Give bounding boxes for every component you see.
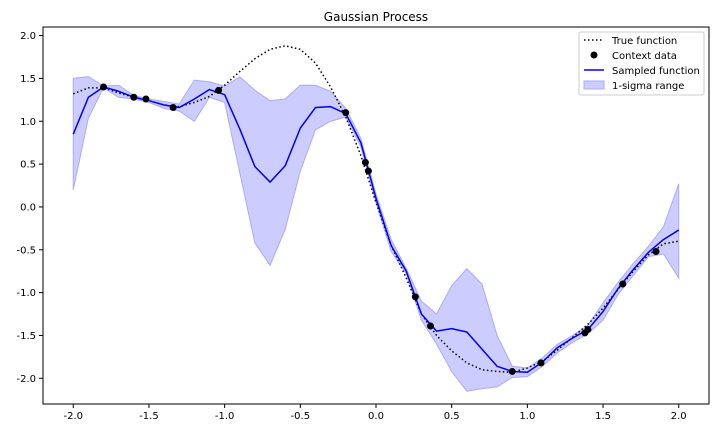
context-data-point <box>169 104 177 112</box>
context-data-point <box>411 293 419 301</box>
context-data-point <box>142 95 150 103</box>
legend-true-function-label: True function <box>611 36 677 47</box>
y-axis: 2.0 1.5 1.0 0.5 0.0 -0.5 -1.0 -1.5 -2.0 <box>16 31 43 385</box>
y-tick-label: -1.0 <box>16 288 36 299</box>
legend: True function Context data Sampled funct… <box>578 31 705 96</box>
context-data-point <box>508 367 516 375</box>
plot-area <box>72 45 680 392</box>
legend-sigma-range-swatch <box>583 80 605 90</box>
y-tick-label: 2.0 <box>20 31 36 42</box>
context-data-point <box>426 322 434 330</box>
x-tick-label: -0.5 <box>291 411 311 422</box>
x-axis: -2.0 -1.5 -1.0 -0.5 0.0 0.5 1.0 1.5 2.0 <box>64 404 687 422</box>
y-tick-label: 0.5 <box>20 160 36 171</box>
context-data-point <box>130 93 138 101</box>
x-tick-label: 2.0 <box>671 411 687 422</box>
legend-sigma-range-label: 1-sigma range <box>612 81 684 92</box>
legend-sampled-function-label: Sampled function <box>612 66 700 77</box>
x-tick-label: 0.5 <box>444 411 460 422</box>
x-tick-label: 1.5 <box>595 411 611 422</box>
x-tick-label: -1.0 <box>215 411 235 422</box>
y-tick-label: -2.0 <box>16 374 36 385</box>
sigma-range-band <box>72 76 680 392</box>
legend-box <box>578 31 705 96</box>
y-tick-label: -0.5 <box>16 245 36 256</box>
x-tick-label: 0.0 <box>368 411 384 422</box>
x-tick-label: -2.0 <box>64 411 84 422</box>
context-data-point <box>652 247 660 255</box>
context-data-point <box>342 109 350 117</box>
legend-context-data-swatch <box>590 51 598 59</box>
context-data-point <box>364 167 372 175</box>
y-tick-label: 1.5 <box>20 74 36 85</box>
y-tick-label: 0.0 <box>20 202 36 213</box>
y-tick-label: 1.0 <box>20 117 36 128</box>
context-data-point <box>619 280 627 288</box>
x-tick-label: -1.5 <box>139 411 159 422</box>
context-data-point <box>361 158 369 166</box>
context-data-point <box>537 359 545 367</box>
y-tick-label: -1.5 <box>16 331 36 342</box>
legend-context-data-label: Context data <box>612 51 677 62</box>
context-data-point <box>584 325 592 333</box>
context-data-point <box>100 83 108 91</box>
context-data-point <box>215 86 223 94</box>
chart-title: Gaussian Process <box>324 10 428 24</box>
x-tick-label: 1.0 <box>519 411 535 422</box>
